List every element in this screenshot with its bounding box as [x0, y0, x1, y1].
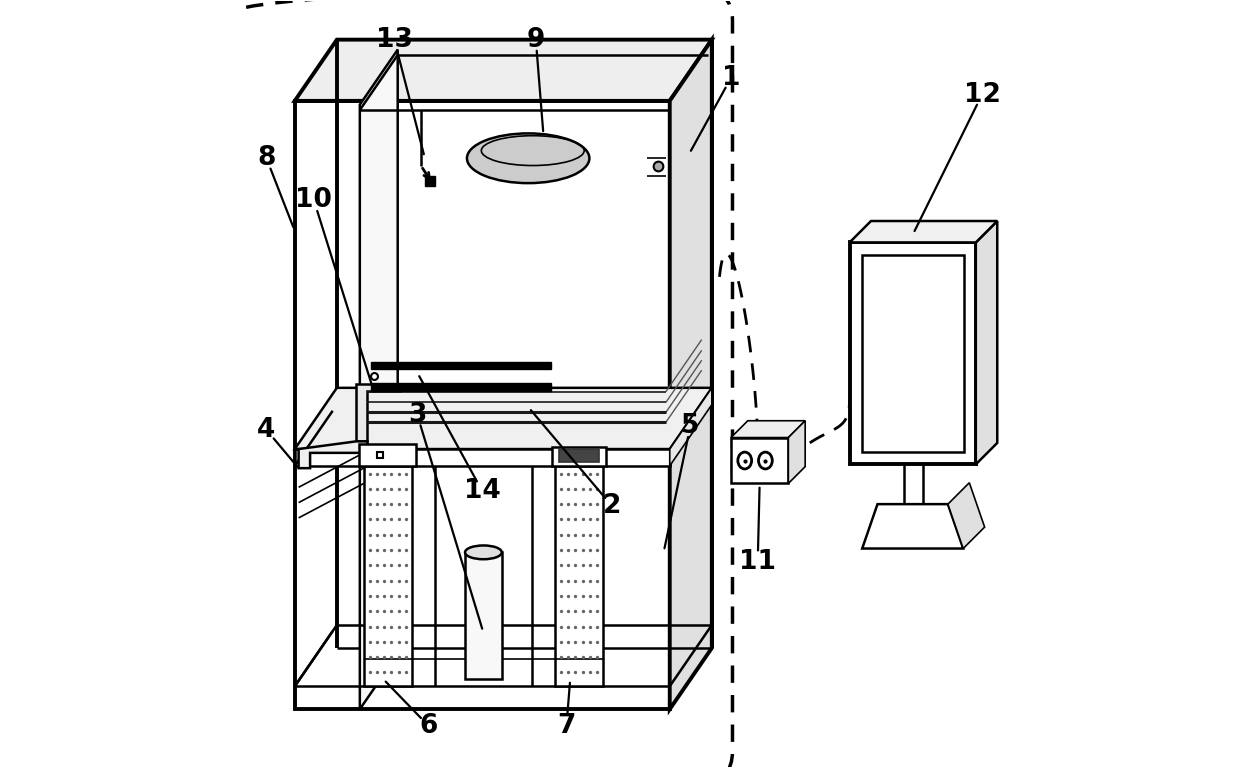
Text: 8: 8: [257, 145, 275, 171]
Text: 14: 14: [464, 478, 501, 504]
Polygon shape: [371, 362, 551, 369]
Polygon shape: [295, 388, 712, 449]
Ellipse shape: [467, 134, 589, 183]
Polygon shape: [947, 483, 985, 548]
Text: 7: 7: [557, 713, 575, 739]
Text: 10: 10: [295, 187, 332, 214]
Polygon shape: [849, 221, 997, 243]
Polygon shape: [363, 466, 412, 687]
Polygon shape: [295, 40, 712, 101]
Text: 9: 9: [527, 27, 546, 53]
Polygon shape: [730, 438, 789, 484]
Polygon shape: [356, 384, 399, 442]
Polygon shape: [862, 504, 963, 548]
Text: 2: 2: [603, 493, 621, 519]
Polygon shape: [862, 255, 963, 452]
Polygon shape: [730, 421, 805, 438]
Polygon shape: [299, 442, 367, 468]
Text: 4: 4: [258, 417, 275, 443]
Text: 1: 1: [722, 65, 740, 91]
Polygon shape: [849, 243, 976, 465]
Polygon shape: [789, 421, 805, 484]
Text: 11: 11: [739, 548, 776, 574]
Text: 12: 12: [963, 81, 1001, 108]
Polygon shape: [670, 388, 712, 466]
Polygon shape: [360, 50, 398, 709]
Text: 3: 3: [408, 402, 427, 428]
Polygon shape: [371, 383, 551, 391]
Ellipse shape: [465, 545, 502, 559]
Polygon shape: [976, 221, 997, 465]
Polygon shape: [559, 449, 599, 462]
Polygon shape: [556, 466, 603, 687]
Polygon shape: [552, 447, 606, 466]
Polygon shape: [295, 101, 670, 709]
Polygon shape: [295, 449, 670, 466]
Polygon shape: [465, 552, 502, 679]
Text: 5: 5: [681, 413, 699, 439]
Text: 13: 13: [376, 27, 413, 53]
Polygon shape: [360, 445, 417, 466]
Text: 6: 6: [419, 713, 438, 739]
Polygon shape: [670, 40, 712, 709]
